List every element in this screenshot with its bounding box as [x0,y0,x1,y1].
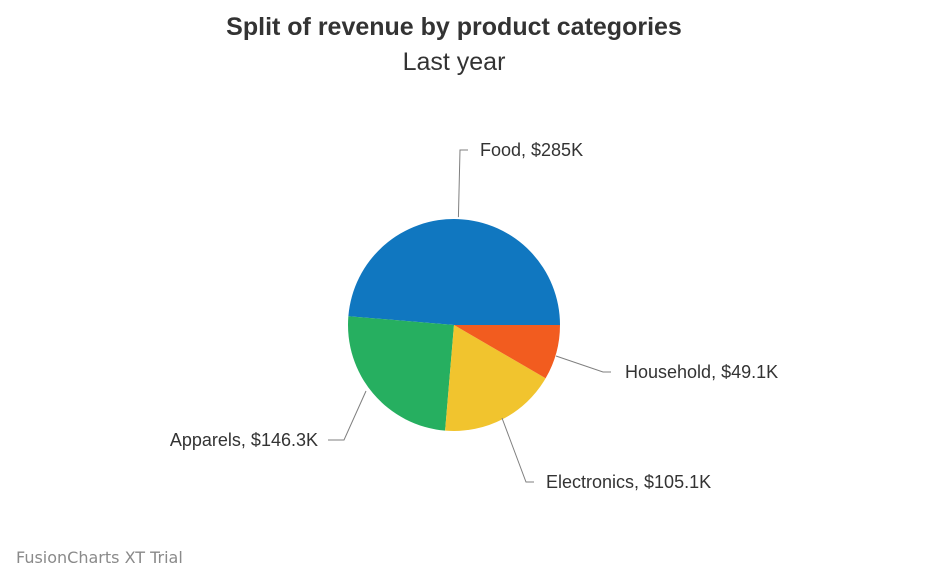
data-label-household: Household, $49.1K [625,362,778,382]
data-label-apparels: Apparels, $146.3K [170,430,318,450]
label-connector-electronics [501,417,534,483]
label-connector-apparels [328,390,367,441]
pie-slice-apparels[interactable] [348,316,454,431]
pie-slice-food[interactable] [348,218,560,325]
chart-title: Split of revenue by product categories [226,13,682,41]
pie-slice-household[interactable] [454,325,560,379]
label-connector-food [457,149,468,218]
watermark: FusionCharts XT Trial [16,548,183,567]
data-label-electronics: Electronics, $105.1K [546,472,711,492]
data-label-food: Food, $285K [480,140,583,160]
label-connector-household [555,355,611,373]
chart-subtitle: Last year [403,48,506,76]
pie-slice-electronics[interactable] [445,325,546,432]
